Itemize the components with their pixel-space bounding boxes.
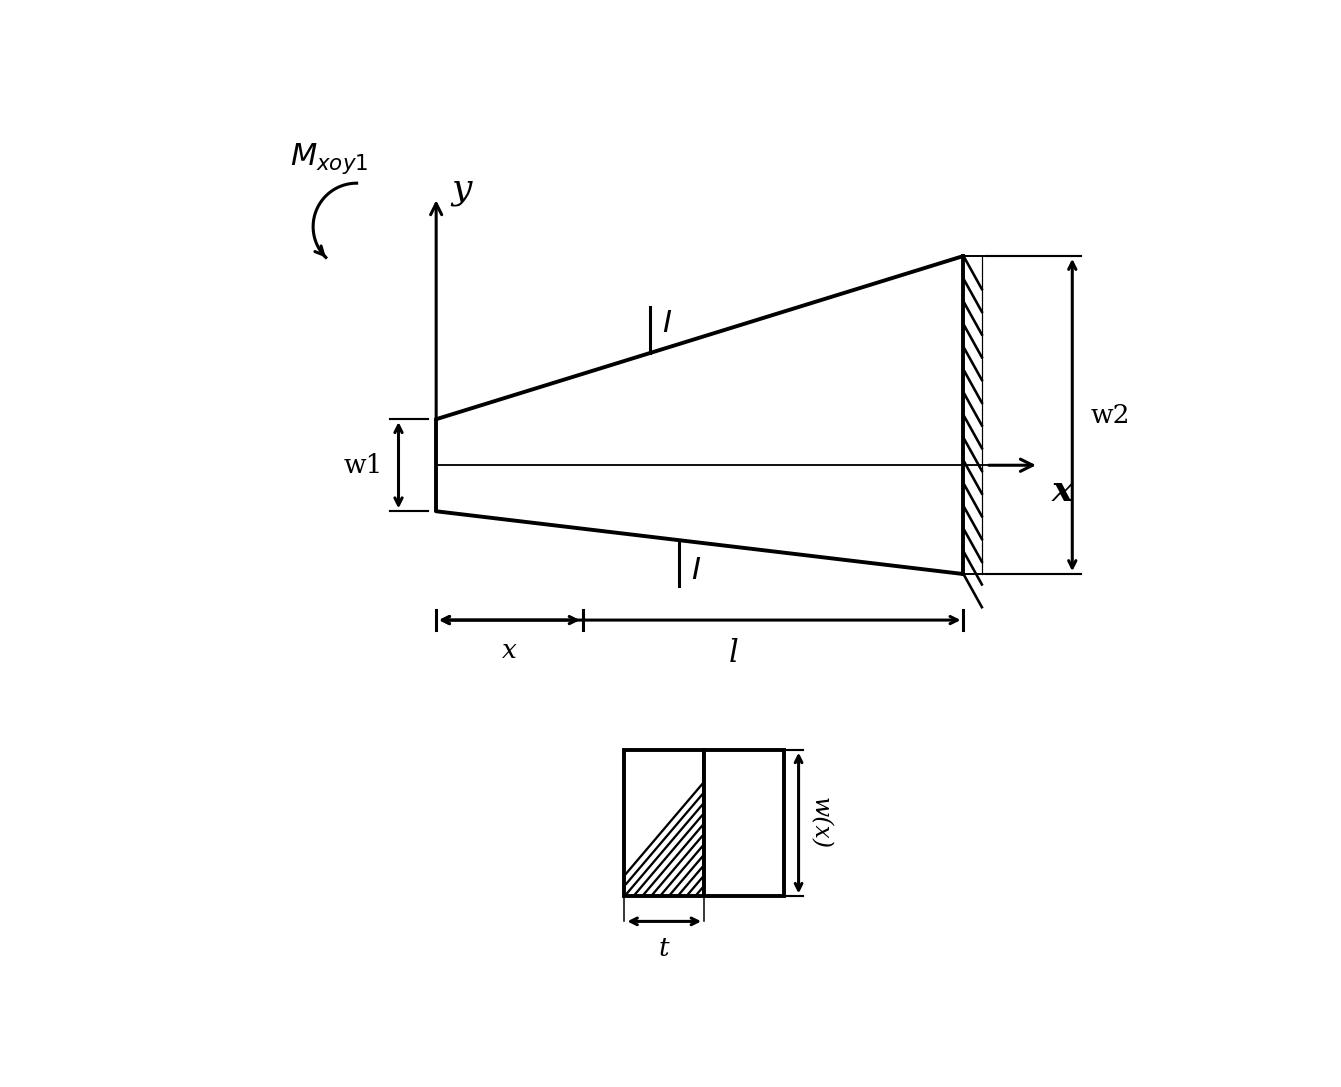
Text: $I$: $I$ <box>692 554 701 586</box>
Bar <box>704 750 783 897</box>
Text: $I$: $I$ <box>662 308 672 339</box>
Text: x: x <box>1051 474 1073 508</box>
Text: w(x): w(x) <box>809 797 831 849</box>
Text: l: l <box>728 638 738 670</box>
Text: w1: w1 <box>345 453 384 477</box>
Text: t: t <box>658 937 669 962</box>
Bar <box>625 750 704 897</box>
Text: w2: w2 <box>1090 402 1130 427</box>
Text: $M_{xoy1}$: $M_{xoy1}$ <box>290 141 367 176</box>
Text: y: y <box>451 172 472 205</box>
Text: x: x <box>502 638 516 663</box>
